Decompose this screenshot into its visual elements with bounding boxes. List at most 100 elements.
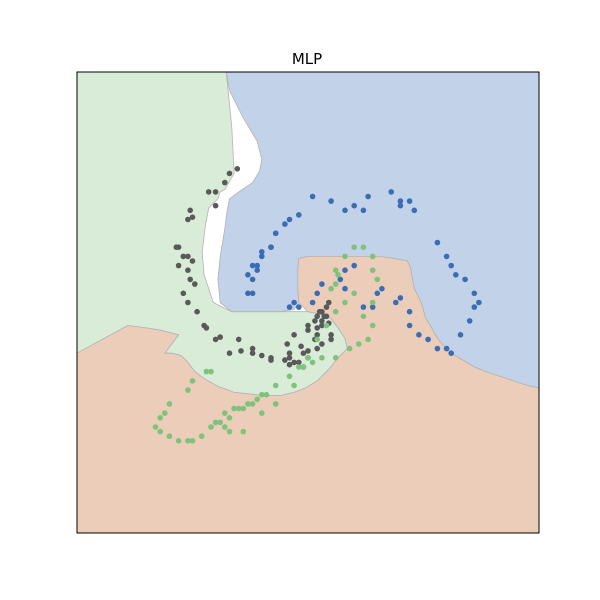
data-point bbox=[323, 322, 330, 329]
data-point bbox=[152, 424, 159, 430]
data-point bbox=[235, 405, 242, 412]
data-point bbox=[189, 214, 196, 220]
data-point bbox=[351, 202, 358, 209]
data-point bbox=[416, 332, 422, 338]
data-point bbox=[254, 267, 260, 274]
data-point bbox=[314, 313, 321, 320]
data-point bbox=[296, 304, 302, 310]
data-point bbox=[326, 299, 332, 306]
data-point bbox=[393, 299, 399, 306]
decision-regions bbox=[76, 71, 540, 534]
data-point bbox=[309, 193, 316, 200]
data-point bbox=[316, 308, 323, 315]
data-point bbox=[346, 345, 353, 352]
data-point bbox=[254, 396, 260, 403]
data-point bbox=[238, 348, 244, 354]
data-point bbox=[203, 368, 210, 375]
data-point bbox=[298, 343, 304, 350]
data-point bbox=[342, 299, 348, 306]
data-point bbox=[205, 189, 212, 195]
data-point bbox=[296, 212, 302, 218]
data-point bbox=[166, 433, 173, 440]
data-point bbox=[397, 198, 404, 204]
data-point bbox=[189, 438, 196, 444]
data-point bbox=[226, 428, 233, 435]
data-point bbox=[388, 189, 395, 195]
data-point bbox=[411, 207, 418, 214]
chart-title: MLP bbox=[292, 50, 322, 68]
data-point bbox=[259, 253, 265, 260]
data-point bbox=[259, 352, 265, 359]
plot-area bbox=[76, 71, 540, 534]
data-point bbox=[337, 276, 344, 283]
data-point bbox=[162, 410, 168, 416]
data-point bbox=[314, 325, 321, 331]
data-point bbox=[369, 267, 376, 274]
data-point bbox=[249, 350, 256, 357]
data-point bbox=[259, 249, 265, 255]
data-point bbox=[342, 253, 348, 260]
data-point bbox=[272, 382, 279, 389]
data-point bbox=[335, 272, 341, 278]
data-point bbox=[291, 382, 297, 389]
data-point bbox=[462, 276, 468, 283]
data-point bbox=[222, 424, 228, 430]
data-point bbox=[319, 281, 325, 287]
data-point bbox=[443, 253, 450, 260]
data-point bbox=[291, 332, 297, 338]
data-point bbox=[369, 322, 376, 329]
data-point bbox=[328, 336, 334, 343]
data-point bbox=[369, 304, 376, 310]
data-point bbox=[245, 401, 251, 407]
data-point bbox=[314, 332, 321, 338]
data-point bbox=[249, 290, 256, 297]
data-point bbox=[466, 318, 473, 324]
data-point bbox=[286, 373, 293, 380]
data-point bbox=[406, 198, 413, 204]
series-1 bbox=[245, 189, 482, 357]
data-point bbox=[332, 308, 339, 315]
data-point bbox=[286, 304, 293, 310]
data-point bbox=[321, 313, 328, 320]
data-point bbox=[323, 304, 330, 310]
data-point bbox=[226, 350, 233, 357]
data-point bbox=[314, 345, 321, 352]
data-point bbox=[328, 285, 334, 292]
data-point bbox=[286, 350, 293, 357]
data-point bbox=[175, 438, 182, 444]
data-point bbox=[434, 239, 441, 246]
data-point bbox=[173, 244, 180, 250]
data-point bbox=[222, 179, 228, 186]
data-point bbox=[351, 262, 358, 269]
data-point bbox=[300, 350, 307, 357]
data-point bbox=[360, 207, 367, 214]
data-point bbox=[249, 345, 256, 352]
data-point bbox=[263, 391, 270, 398]
data-point bbox=[235, 336, 242, 343]
data-point bbox=[185, 253, 191, 260]
data-point bbox=[296, 364, 302, 370]
data-point bbox=[453, 272, 459, 278]
data-point bbox=[305, 348, 311, 354]
data-point bbox=[217, 334, 223, 340]
data-point bbox=[471, 290, 478, 297]
axes-frame bbox=[76, 71, 540, 534]
data-point bbox=[157, 428, 163, 435]
data-point bbox=[249, 401, 256, 407]
data-point bbox=[185, 267, 191, 274]
data-point bbox=[374, 290, 381, 297]
data-point bbox=[284, 341, 291, 347]
data-point bbox=[471, 304, 478, 310]
data-point bbox=[312, 318, 318, 324]
data-point bbox=[187, 276, 193, 283]
data-point bbox=[208, 424, 214, 430]
data-point bbox=[212, 336, 219, 343]
data-point bbox=[286, 216, 293, 223]
data-point bbox=[185, 216, 191, 223]
data-point bbox=[448, 350, 455, 357]
data-point bbox=[212, 419, 219, 426]
data-point bbox=[222, 410, 228, 416]
data-point bbox=[332, 355, 339, 361]
data-point bbox=[314, 336, 321, 343]
data-point bbox=[319, 341, 325, 347]
